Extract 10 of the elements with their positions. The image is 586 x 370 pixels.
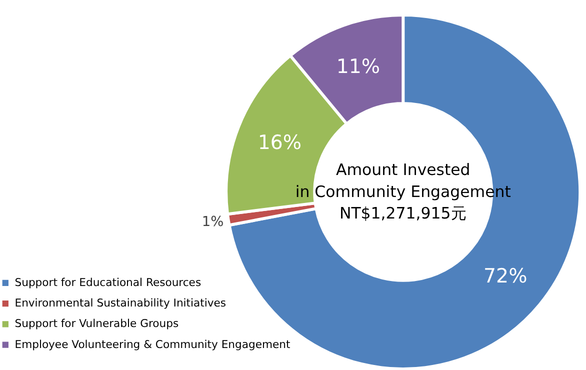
text: NT$1,271,915元 [339, 204, 467, 223]
legend-label: Support for Educational Resources [14, 276, 202, 289]
data-label: 1% [202, 214, 224, 230]
data-label: 16% [258, 130, 302, 154]
legend-label: Employee Volunteering & Community Engagement [14, 338, 290, 351]
legend-label: Environmental Sustainability Initiatives [14, 296, 226, 310]
data-label: 72% [484, 264, 528, 288]
legend-label: Support for Vulnerable Groups [14, 317, 179, 330]
text: Amount Invested [336, 160, 470, 180]
data-label: 11% [336, 54, 380, 78]
